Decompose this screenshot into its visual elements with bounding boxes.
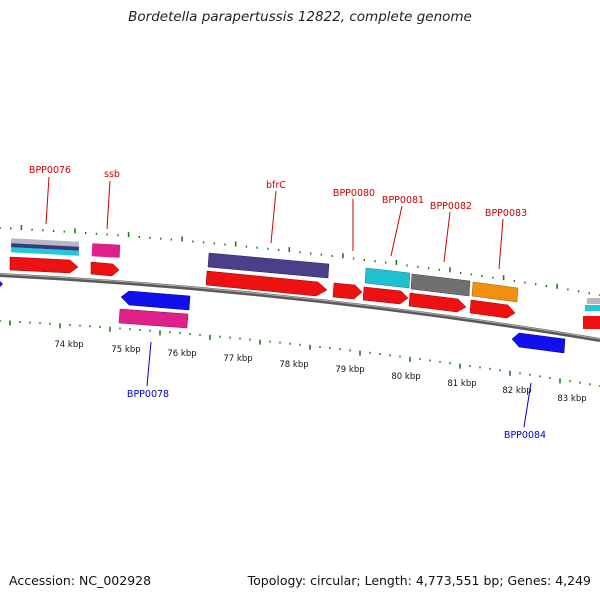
kbp-tick-label: 81 kbp: [447, 379, 476, 389]
feature-gray[interactable]: [10, 238, 80, 248]
map-title: Bordetella parapertussis 12822, complete…: [128, 9, 472, 25]
feature-edge-cyan[interactable]: [585, 305, 600, 311]
label-leaders: [45, 176, 532, 428]
reverse-features: [0, 281, 566, 354]
feature-edge-red[interactable]: [583, 316, 600, 329]
gene-label-bpp0078[interactable]: BPP0078: [127, 389, 169, 400]
cds-arrow-bpp0078[interactable]: [120, 290, 191, 311]
forward-features: [9, 238, 600, 329]
feature-ssb-magenta[interactable]: [91, 243, 121, 258]
gene-label-bfrC[interactable]: bfrC: [266, 180, 286, 191]
kbp-tick-label: 74 kbp: [54, 340, 83, 350]
gene-label-bpp0082[interactable]: BPP0082: [430, 201, 472, 212]
gene-label-bpp0080[interactable]: BPP0080: [333, 188, 375, 199]
cds-arrow-bpp0082[interactable]: [408, 292, 467, 313]
gene-label-ssb[interactable]: ssb: [104, 169, 120, 180]
accession-text: Accession: NC_002928: [9, 573, 152, 588]
kbp-tick-label: 80 kbp: [391, 372, 420, 382]
kbp-tick-label: 82 kbp: [502, 386, 531, 396]
topology-text: Topology: circular; Length: 4,773,551 bp…: [247, 573, 591, 588]
gene-label-bpp0084[interactable]: BPP0084: [504, 430, 546, 441]
reverse-tick-track: [0, 320, 600, 387]
gene-label-bpp0083[interactable]: BPP0083: [485, 208, 527, 219]
genome-backbone: [0, 273, 600, 342]
feature-edge-gray[interactable]: [587, 298, 600, 304]
feature-bpp0081-cyan[interactable]: [364, 267, 411, 289]
cds-arrow-bpp0076[interactable]: [9, 256, 79, 274]
cds-arrow-bpp0081[interactable]: [362, 286, 409, 305]
feature-bpp0078-magenta[interactable]: [118, 308, 189, 329]
cds-arrow-bpp0080[interactable]: [332, 282, 363, 300]
kbp-tick-label: 75 kbp: [111, 345, 140, 355]
feature-bpp0083-orange[interactable]: [471, 281, 519, 303]
cds-arrow-bpp0084[interactable]: [511, 332, 566, 354]
gene-label-bpp0081[interactable]: BPP0081: [382, 195, 424, 206]
cds-arrow-ssb[interactable]: [90, 261, 120, 277]
feature-navy[interactable]: [10, 243, 80, 251]
kbp-tick-label: 77 kbp: [223, 354, 252, 364]
feature-cyan[interactable]: [10, 247, 80, 256]
kbp-tick-label: 79 kbp: [335, 365, 364, 375]
forward-tick-track: [0, 225, 600, 296]
kbp-scale-labels: 74 kbp 75 kbp 76 kbp 77 kbp 78 kbp 79 kb…: [54, 340, 586, 404]
gene-label-bpp0076[interactable]: BPP0076: [29, 165, 71, 176]
feature-bfrC-purple[interactable]: [207, 252, 330, 279]
cds-arrow-bpp0083[interactable]: [469, 299, 516, 319]
kbp-tick-label: 83 kbp: [557, 394, 586, 404]
feature-bpp0082-gray[interactable]: [410, 273, 471, 297]
cds-arrow-left-edge[interactable]: [0, 281, 3, 287]
cds-arrow-bfrC[interactable]: [205, 270, 328, 297]
kbp-tick-label: 76 kbp: [167, 349, 196, 359]
kbp-tick-label: 78 kbp: [279, 360, 308, 370]
